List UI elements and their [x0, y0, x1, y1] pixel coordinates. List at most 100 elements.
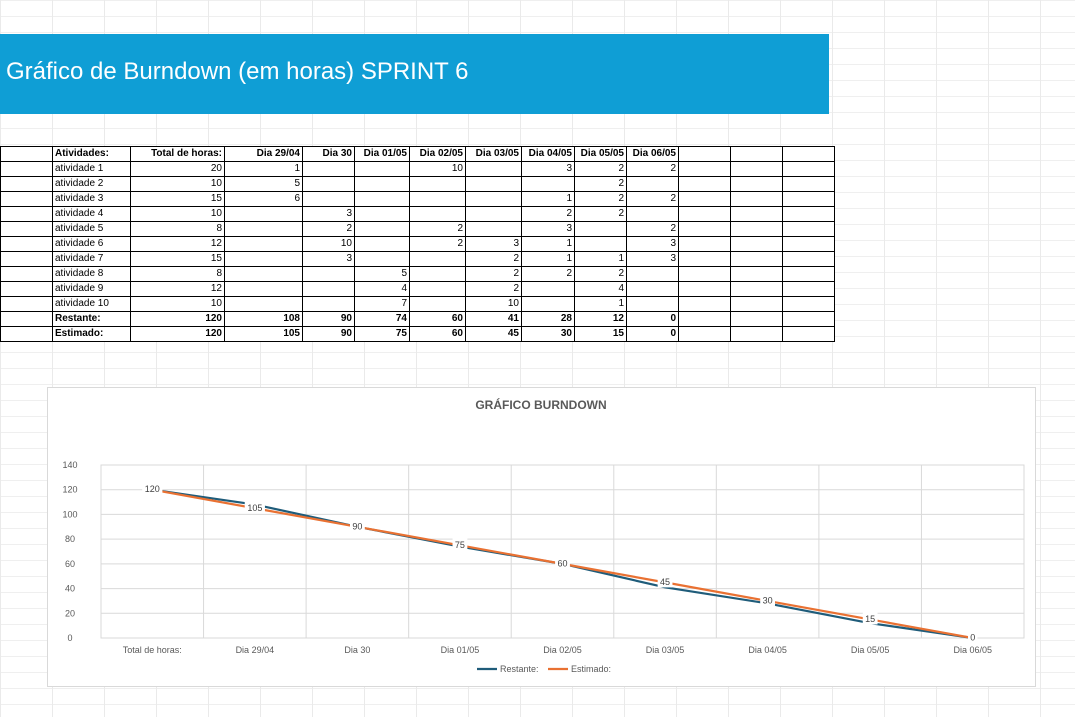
row-label-cell[interactable]: atividade 6	[52, 236, 131, 252]
value-cell[interactable]: Dia 01/05	[354, 146, 410, 162]
value-cell[interactable]	[302, 176, 355, 192]
empty-cell[interactable]	[730, 236, 783, 252]
row-header-cell[interactable]	[0, 251, 53, 267]
value-cell[interactable]: 2	[574, 161, 627, 177]
row-label-cell[interactable]: atividade 10	[52, 296, 131, 312]
row-label-cell[interactable]: atividade 5	[52, 221, 131, 237]
value-cell[interactable]	[521, 296, 575, 312]
value-cell[interactable]	[626, 281, 679, 297]
empty-cell[interactable]	[678, 191, 731, 207]
value-cell[interactable]: 12	[130, 281, 225, 297]
value-cell[interactable]: 75	[354, 326, 410, 342]
value-cell[interactable]: 90	[302, 311, 355, 327]
value-cell[interactable]	[224, 266, 303, 282]
value-cell[interactable]	[354, 191, 410, 207]
value-cell[interactable]	[409, 176, 466, 192]
value-cell[interactable]: 4	[354, 281, 410, 297]
empty-cell[interactable]	[730, 146, 783, 162]
empty-cell[interactable]	[730, 266, 783, 282]
value-cell[interactable]: 0	[626, 311, 679, 327]
value-cell[interactable]: 2	[302, 221, 355, 237]
value-cell[interactable]: 15	[130, 191, 225, 207]
value-cell[interactable]	[409, 296, 466, 312]
empty-cell[interactable]	[782, 326, 835, 342]
value-cell[interactable]: Dia 06/05	[626, 146, 679, 162]
empty-cell[interactable]	[782, 236, 835, 252]
value-cell[interactable]: 10	[302, 236, 355, 252]
value-cell[interactable]	[224, 251, 303, 267]
empty-cell[interactable]	[782, 191, 835, 207]
value-cell[interactable]: 12	[574, 311, 627, 327]
value-cell[interactable]: Dia 03/05	[465, 146, 522, 162]
empty-cell[interactable]	[730, 326, 783, 342]
empty-cell[interactable]	[678, 161, 731, 177]
value-cell[interactable]: 8	[130, 266, 225, 282]
value-cell[interactable]	[626, 206, 679, 222]
empty-cell[interactable]	[730, 176, 783, 192]
row-header-cell[interactable]	[0, 296, 53, 312]
value-cell[interactable]	[521, 176, 575, 192]
empty-cell[interactable]	[782, 146, 835, 162]
row-header-cell[interactable]	[0, 281, 53, 297]
empty-cell[interactable]	[730, 206, 783, 222]
value-cell[interactable]: 1	[521, 236, 575, 252]
value-cell[interactable]: 12	[130, 236, 225, 252]
value-cell[interactable]	[354, 206, 410, 222]
value-cell[interactable]	[465, 191, 522, 207]
value-cell[interactable]: 120	[130, 311, 225, 327]
value-cell[interactable]: 2	[626, 191, 679, 207]
value-cell[interactable]: 10	[130, 176, 225, 192]
row-header-cell[interactable]	[0, 221, 53, 237]
value-cell[interactable]	[354, 176, 410, 192]
value-cell[interactable]	[409, 281, 466, 297]
empty-cell[interactable]	[730, 221, 783, 237]
value-cell[interactable]: 2	[521, 206, 575, 222]
value-cell[interactable]: 3	[465, 236, 522, 252]
value-cell[interactable]: 8	[130, 221, 225, 237]
row-header-cell[interactable]	[0, 326, 53, 342]
value-cell[interactable]: 15	[130, 251, 225, 267]
value-cell[interactable]: 105	[224, 326, 303, 342]
value-cell[interactable]	[409, 251, 466, 267]
value-cell[interactable]: 2	[574, 266, 627, 282]
value-cell[interactable]: 3	[302, 251, 355, 267]
value-cell[interactable]: Dia 05/05	[574, 146, 627, 162]
value-cell[interactable]	[354, 221, 410, 237]
value-cell[interactable]: 1	[521, 191, 575, 207]
empty-cell[interactable]	[782, 176, 835, 192]
value-cell[interactable]	[354, 251, 410, 267]
value-cell[interactable]	[409, 266, 466, 282]
value-cell[interactable]: 30	[521, 326, 575, 342]
value-cell[interactable]: 3	[521, 221, 575, 237]
value-cell[interactable]: 2	[465, 281, 522, 297]
row-header-cell[interactable]	[0, 191, 53, 207]
value-cell[interactable]: 10	[130, 296, 225, 312]
value-cell[interactable]: 2	[521, 266, 575, 282]
value-cell[interactable]: 3	[626, 236, 679, 252]
empty-cell[interactable]	[678, 311, 731, 327]
empty-cell[interactable]	[678, 146, 731, 162]
value-cell[interactable]	[224, 236, 303, 252]
value-cell[interactable]	[521, 281, 575, 297]
value-cell[interactable]	[224, 281, 303, 297]
empty-cell[interactable]	[782, 221, 835, 237]
value-cell[interactable]: 2	[574, 206, 627, 222]
value-cell[interactable]: 2	[574, 191, 627, 207]
empty-cell[interactable]	[678, 296, 731, 312]
value-cell[interactable]: 20	[130, 161, 225, 177]
value-cell[interactable]: 1	[574, 251, 627, 267]
row-label-cell[interactable]: atividade 1	[52, 161, 131, 177]
empty-cell[interactable]	[730, 296, 783, 312]
row-label-cell[interactable]: Restante:	[52, 311, 131, 327]
value-cell[interactable]: 3	[626, 251, 679, 267]
value-cell[interactable]: 2	[409, 221, 466, 237]
value-cell[interactable]: 10	[409, 161, 466, 177]
value-cell[interactable]: 6	[224, 191, 303, 207]
value-cell[interactable]: 1	[521, 251, 575, 267]
value-cell[interactable]: 10	[465, 296, 522, 312]
value-cell[interactable]: 2	[626, 161, 679, 177]
row-header-cell[interactable]	[0, 206, 53, 222]
value-cell[interactable]: 4	[574, 281, 627, 297]
value-cell[interactable]	[465, 161, 522, 177]
value-cell[interactable]: Dia 02/05	[409, 146, 466, 162]
